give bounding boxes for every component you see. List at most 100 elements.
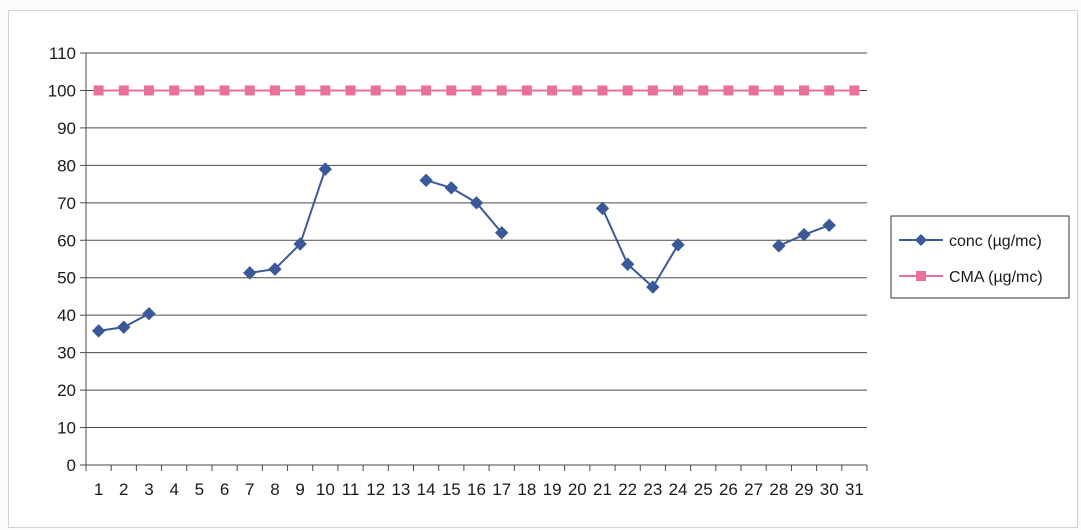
x-tick-label: 8 [270, 480, 279, 499]
data-point-square [773, 85, 784, 96]
x-tick-label: 16 [467, 480, 486, 499]
data-point-square [345, 85, 356, 96]
y-tick-label: 30 [57, 344, 76, 363]
data-point-square [547, 85, 558, 96]
data-point-square [647, 85, 658, 96]
x-tick-label: 13 [391, 480, 410, 499]
data-point-square [849, 85, 860, 96]
data-point-square [673, 85, 684, 96]
x-tick-label: 29 [795, 480, 814, 499]
y-tick-label: 0 [67, 456, 76, 475]
chart-frame: 0 10 20 30 40 50 60 70 80 90 100 110 1 2 3 4 5 6 7 8 9 10 11 12… [8, 10, 1078, 528]
legend-box [890, 215, 1070, 299]
legend-label: conc (µg/mc) [949, 233, 1042, 250]
data-point-diamond [117, 320, 131, 334]
data-point-diamond [293, 237, 307, 251]
data-point-square [471, 85, 482, 96]
data-point-diamond [268, 262, 282, 276]
series-line [249, 168, 327, 274]
data-point-square [824, 85, 835, 96]
data-point-square [597, 85, 608, 96]
data-point-diamond [243, 266, 257, 280]
data-point-diamond [797, 227, 811, 242]
data-point-diamond [822, 218, 836, 232]
data-point-diamond [318, 162, 333, 176]
x-tick-label: 24 [669, 480, 688, 499]
series-layer [91, 85, 860, 338]
x-tick-label: 30 [820, 480, 839, 499]
series-line [425, 179, 503, 234]
x-tick-label: 14 [417, 480, 436, 499]
series-conc [91, 162, 836, 338]
y-tick-label: 20 [57, 381, 76, 400]
data-point-diamond [494, 226, 509, 240]
data-point-square [572, 85, 583, 96]
series-line [601, 208, 679, 289]
data-point-square [219, 85, 230, 96]
x-tick-label: 1 [94, 480, 103, 499]
data-point-square [799, 85, 810, 96]
y-tick-label: 80 [57, 156, 76, 175]
x-tick-label: 5 [195, 480, 204, 499]
x-tick-label: 25 [694, 480, 713, 499]
plot-area [86, 53, 867, 465]
y-tick-label: 90 [57, 119, 76, 138]
legend-marker-square [916, 271, 926, 281]
data-point-square [169, 85, 180, 96]
x-tick-label: 17 [492, 480, 511, 499]
data-point-diamond [444, 181, 459, 195]
x-tick-label: 22 [618, 480, 637, 499]
y-tick-label: 50 [57, 269, 76, 288]
data-point-square [395, 85, 406, 96]
data-point-square [748, 85, 759, 96]
x-tick-label: 11 [342, 480, 360, 499]
data-point-square [421, 85, 432, 96]
data-point-diamond [772, 239, 786, 253]
data-point-square [320, 85, 331, 96]
x-tick-label: 12 [366, 480, 385, 499]
x-tick-label: 4 [169, 480, 178, 499]
y-tick-label: 40 [57, 306, 76, 325]
data-point-diamond [620, 257, 635, 271]
x-tick-label: 2 [119, 480, 128, 499]
data-point-diamond [469, 196, 484, 210]
series-cma [93, 85, 860, 96]
data-point-diamond [671, 238, 685, 252]
data-point-square [622, 85, 633, 96]
data-point-square [244, 85, 255, 96]
data-point-square [446, 85, 457, 96]
data-point-square [370, 85, 381, 96]
data-point-square [698, 85, 709, 96]
legend-label: CMA (µg/mc) [949, 269, 1043, 286]
data-point-square [143, 85, 154, 96]
x-tick-label: 20 [568, 480, 587, 499]
legend: conc (µg/mc) CMA (µg/mc) [890, 215, 1070, 299]
legend-item: conc (µg/mc) [899, 233, 1042, 250]
x-tick-label: 7 [245, 480, 254, 499]
x-tick-label: 15 [442, 480, 461, 499]
data-point-square [118, 85, 129, 96]
x-tick-label: 9 [295, 480, 304, 499]
data-point-diamond [419, 173, 433, 188]
data-point-square [295, 85, 306, 96]
x-tick-label: 21 [593, 480, 612, 499]
data-point-square [723, 85, 734, 96]
x-tick-label: 28 [769, 480, 788, 499]
data-point-diamond [646, 280, 660, 294]
x-tick-label: 23 [643, 480, 662, 499]
data-point-diamond [91, 324, 106, 338]
data-point-diamond [595, 201, 610, 216]
data-point-square [269, 85, 280, 96]
x-tick-label: 18 [517, 480, 536, 499]
legend-marker-diamond [915, 234, 927, 246]
x-tick-label: 19 [543, 480, 562, 499]
y-tick-label: 100 [48, 81, 76, 100]
data-point-square [93, 85, 104, 96]
y-tick-label: 10 [57, 419, 76, 438]
x-tick-label: 31 [845, 480, 864, 499]
y-tick-label: 110 [49, 44, 76, 63]
data-point-square [496, 85, 507, 96]
x-tick-label: 26 [719, 480, 738, 499]
